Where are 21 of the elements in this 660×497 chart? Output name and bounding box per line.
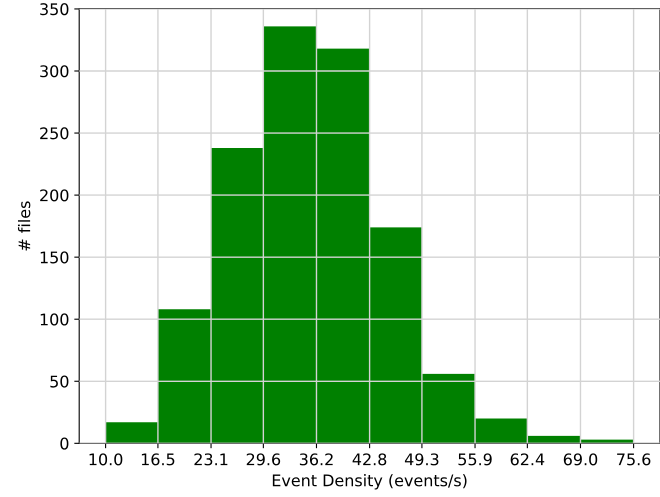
x-tick-label: 49.3 — [404, 453, 438, 466]
x-tick-label: 16.5 — [142, 453, 174, 466]
y-tick-label: 250 — [40, 127, 68, 140]
y-tick-label: 300 — [40, 65, 68, 78]
y-tick-label: 350 — [40, 3, 68, 16]
x-tick-label: 62.4 — [510, 453, 544, 466]
y-tick-label: 200 — [40, 189, 68, 202]
y-tick-label: 0 — [60, 438, 68, 450]
x-axis-title: Event Density (events/s) — [272, 474, 467, 490]
y-axis-title: # files — [18, 201, 30, 250]
x-tick-label: 75.6 — [617, 453, 650, 466]
x-tick-label: 55.9 — [458, 453, 492, 466]
x-tick-label: 42.8 — [352, 453, 386, 466]
x-tick-label: 29.6 — [246, 453, 280, 466]
x-tick-label: 36.2 — [300, 453, 333, 466]
x-tick-label: 10.0 — [90, 453, 122, 466]
x-tick-label: 23.1 — [194, 453, 228, 466]
y-tick-label: 150 — [40, 251, 68, 264]
y-tick-label: 50 — [50, 375, 68, 388]
y-tick-label: 100 — [40, 313, 68, 326]
x-tick-label: 69.0 — [564, 453, 598, 466]
